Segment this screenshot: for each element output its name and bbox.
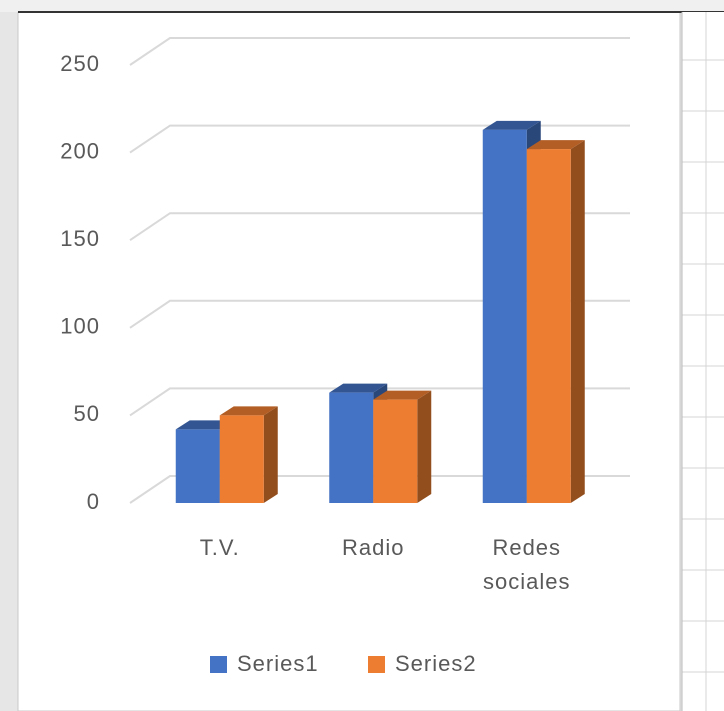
bar: [526, 149, 571, 503]
legend-swatch: [210, 656, 227, 673]
grid-line: [129, 475, 630, 504]
sheet-grid: [681, 12, 724, 711]
bar-top: [329, 383, 388, 393]
grid-line: [129, 124, 630, 154]
bar: [329, 392, 374, 503]
legend-label: Series2: [395, 651, 477, 676]
bar-top: [373, 390, 432, 400]
bar: [219, 415, 264, 503]
x-tick-label: Redes sociales: [483, 535, 571, 594]
bar: [482, 129, 527, 503]
grid-line: [129, 37, 630, 66]
bar: [175, 429, 220, 503]
y-tick-label: 100: [60, 314, 100, 339]
bar-side: [417, 390, 432, 503]
bar: [373, 399, 418, 503]
bar-top: [175, 420, 234, 430]
bar-top: [482, 120, 541, 130]
bar-side: [570, 140, 585, 503]
legend-label: Series1: [237, 651, 319, 676]
sheet-cells: [682, 12, 724, 711]
y-tick-label: 150: [60, 226, 100, 251]
bar-side: [263, 406, 278, 503]
grid-line: [129, 387, 630, 417]
grid-line: [129, 299, 630, 329]
x-tick-label: Radio: [342, 535, 405, 560]
y-tick-label: 200: [60, 138, 100, 163]
grid-line: [129, 212, 630, 242]
bar-top: [219, 406, 278, 416]
top-strip: [0, 0, 724, 12]
y-tick-label: 0: [87, 489, 100, 514]
x-tick-label: T.V.: [199, 535, 240, 560]
y-tick-label: 250: [60, 51, 100, 76]
legend-swatch: [368, 656, 385, 673]
bar-top: [526, 140, 585, 150]
y-tick-label: 50: [74, 401, 100, 426]
